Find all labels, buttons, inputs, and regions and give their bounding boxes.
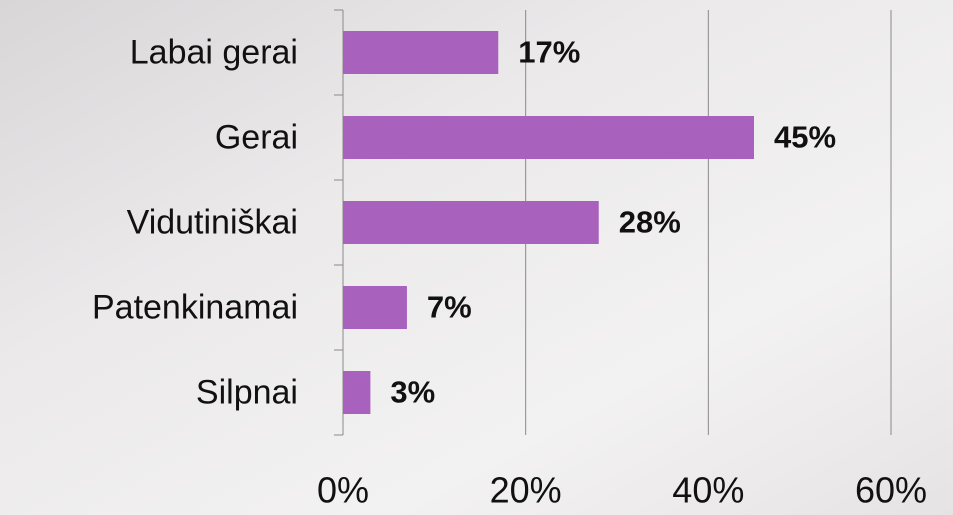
y-tick-label: Vidutiniškai: [127, 203, 298, 241]
bar: [343, 116, 754, 159]
value-label: 45%: [774, 120, 836, 155]
value-label: 17%: [518, 35, 580, 70]
x-tick-label: 0%: [317, 470, 369, 511]
y-tick-label: Gerai: [215, 118, 298, 156]
x-tick-label: 60%: [855, 470, 927, 511]
bar: [343, 371, 370, 414]
y-tick-label: Labai gerai: [130, 33, 298, 71]
x-tick-label: 40%: [672, 470, 744, 511]
bar: [343, 286, 407, 329]
bar: [343, 31, 498, 74]
value-label: 3%: [390, 375, 435, 410]
value-label: 7%: [427, 290, 472, 325]
x-tick-label: 20%: [490, 470, 562, 511]
background: [0, 0, 953, 515]
y-tick-label: Patenkinamai: [92, 288, 298, 326]
y-tick-label: Silpnai: [196, 373, 298, 411]
bar: [343, 201, 599, 244]
chart: 0% 20% 40% 60% Labai gerai 17% Gerai 45% Vidutin…: [0, 0, 953, 515]
value-label: 28%: [619, 205, 681, 240]
